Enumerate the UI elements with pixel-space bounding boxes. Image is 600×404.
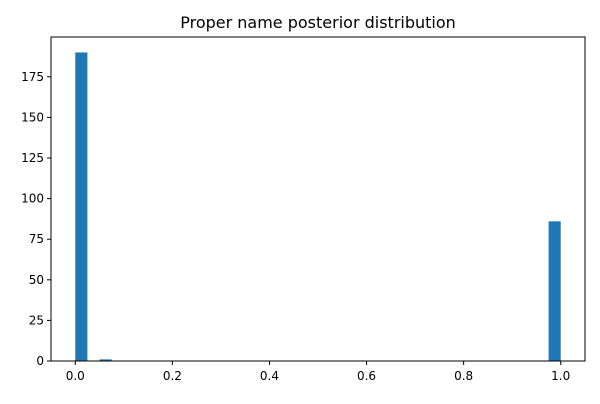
x-tick-label: 0.0 <box>66 369 85 383</box>
histogram-bar <box>548 221 561 361</box>
y-tick-label: 150 <box>21 110 44 124</box>
chart-title: Proper name posterior distribution <box>180 13 456 32</box>
plot-frame <box>50 36 586 362</box>
bars-layer <box>75 52 561 362</box>
x-tick-label: 0.8 <box>454 369 473 383</box>
y-tick-label: 0 <box>36 354 44 368</box>
x-tick-label: 1.0 <box>551 369 570 383</box>
y-axis-ticks: 0 25 50 75 100 125 150 175 <box>21 70 51 368</box>
y-tick-label: 175 <box>21 70 44 84</box>
y-tick-label: 100 <box>21 192 44 206</box>
y-tick-label: 25 <box>29 313 44 327</box>
y-tick-label: 50 <box>29 273 44 287</box>
x-tick-label: 0.2 <box>163 369 182 383</box>
x-tick-label: 0.4 <box>260 369 279 383</box>
histogram-bar <box>75 52 88 362</box>
x-axis-ticks: 0.0 0.2 0.4 0.6 0.8 1.0 <box>66 361 570 383</box>
x-tick-label: 0.6 <box>357 369 376 383</box>
histogram-bar <box>99 359 112 361</box>
y-tick-label: 125 <box>21 151 44 165</box>
y-tick-label: 75 <box>29 232 44 246</box>
